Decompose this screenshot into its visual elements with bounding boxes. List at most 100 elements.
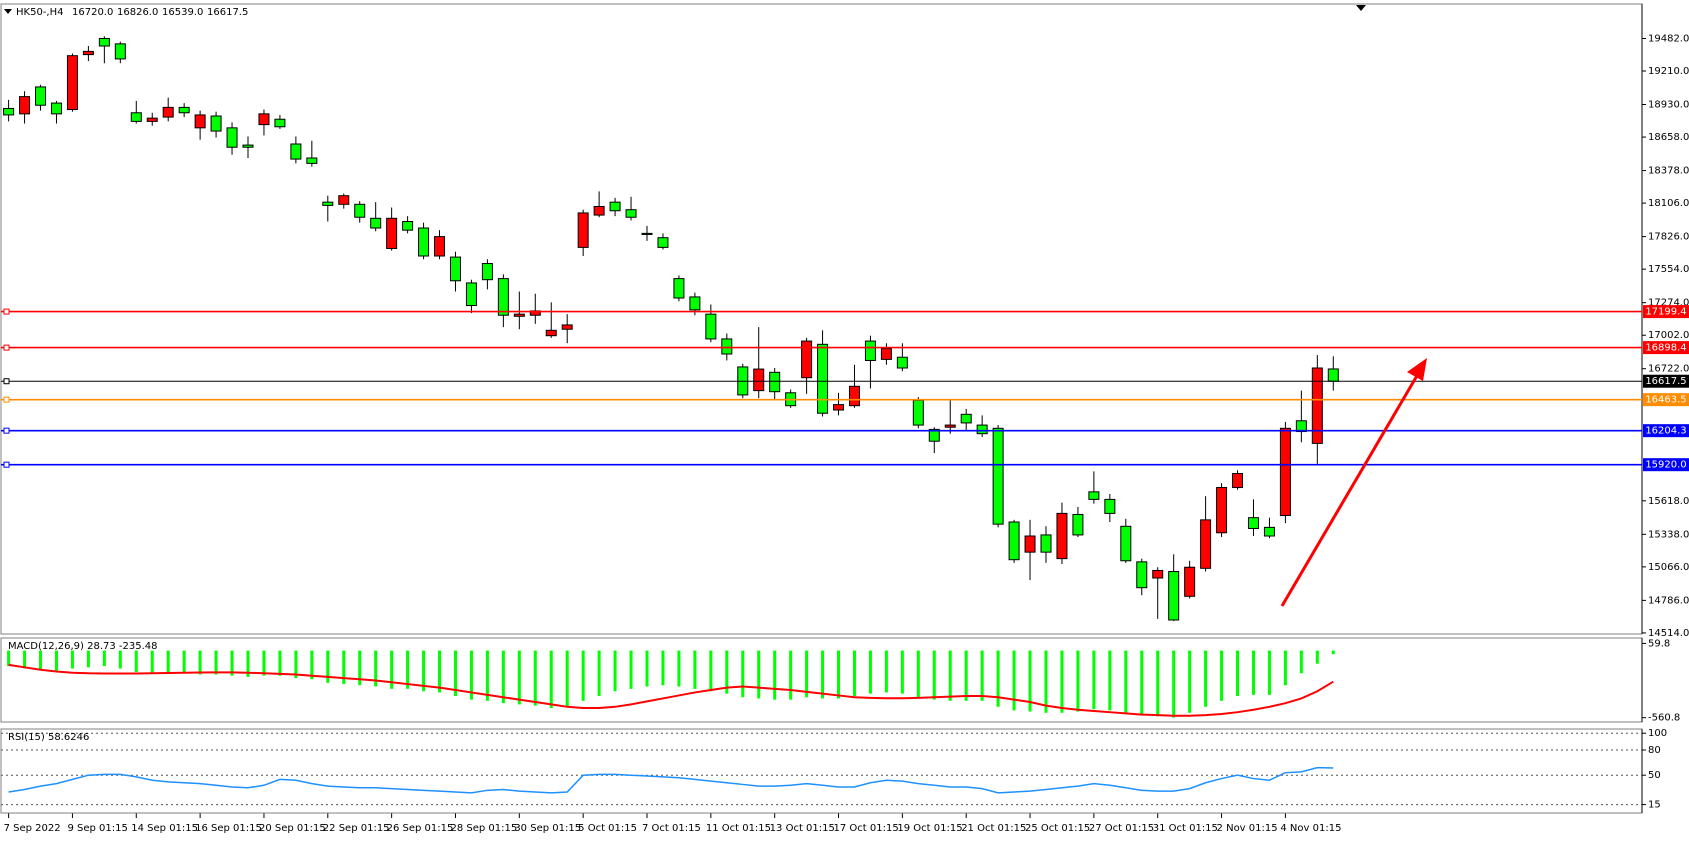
candle-body (130, 112, 142, 122)
signal-line (8, 663, 1334, 717)
candle-body (1008, 521, 1020, 561)
histogram-bar (1251, 650, 1255, 695)
histogram-bar (358, 650, 362, 686)
candle-body (402, 221, 414, 231)
y-tick-label: 18106.0 (1648, 198, 1689, 209)
histogram-bar (390, 650, 394, 689)
histogram-bar (198, 650, 202, 675)
histogram-bar (597, 650, 601, 697)
candle-body (817, 343, 829, 414)
candle-body (3, 107, 15, 116)
candle-body (753, 368, 765, 392)
candle-body (673, 278, 685, 299)
candle-body (769, 371, 781, 393)
candle-body (242, 144, 254, 148)
histogram-bar (262, 650, 266, 676)
trend-arrow (1280, 358, 1427, 607)
candle-body (641, 232, 653, 235)
indicator-title: MACD(12,26,9) 28.73 -235.48 (8, 641, 158, 652)
histogram-bar (868, 650, 872, 694)
histogram-bar (948, 650, 952, 701)
histogram-bar (1028, 650, 1032, 712)
histogram-bar (1220, 650, 1224, 701)
y-tick-label: 18658.0 (1648, 132, 1689, 143)
histogram-bar (310, 650, 314, 680)
x-tick-label: 2 Nov 01:15 (1217, 823, 1278, 834)
y-tick-label: -560.8 (1648, 713, 1680, 724)
histogram-bar (837, 650, 841, 699)
candle-body (864, 340, 876, 361)
candle-body (848, 385, 860, 407)
histogram-bar (613, 650, 617, 692)
candle-body (19, 96, 31, 115)
histogram-bar (1156, 650, 1160, 717)
histogram-bar (1315, 650, 1319, 664)
candle-body (370, 217, 382, 229)
histogram-bar (230, 650, 234, 676)
histogram-bar (884, 650, 888, 693)
candle-body (210, 115, 222, 132)
histogram-bar (1060, 650, 1064, 713)
histogram-bar (996, 650, 1000, 707)
candle-body (1263, 526, 1275, 537)
histogram-bar (501, 650, 505, 704)
x-tick-label: 30 Sep 01:15 (514, 823, 581, 834)
y-tick-label: 17554.0 (1648, 264, 1689, 275)
level-label: 16204.3 (1645, 426, 1686, 437)
candle-body (338, 195, 350, 205)
histogram-bar (166, 650, 170, 674)
candle-body (1295, 420, 1307, 433)
histogram-bar (422, 650, 426, 692)
candle-body (928, 428, 940, 442)
histogram-bar (1236, 650, 1240, 697)
histogram-bar (278, 650, 282, 676)
histogram-bar (1044, 650, 1048, 713)
candle-body (593, 205, 605, 216)
candle-body (290, 143, 302, 160)
histogram-bar (980, 650, 984, 701)
candle-body (386, 217, 398, 249)
x-tick-label: 11 Oct 01:15 (706, 823, 771, 834)
candle-body (114, 43, 126, 60)
histogram-bar (932, 650, 936, 700)
histogram-bar (150, 650, 154, 674)
candle-body (1152, 569, 1164, 579)
histogram-bar (709, 650, 713, 692)
candle-body (226, 127, 238, 148)
level-label-box (1643, 458, 1689, 472)
histogram-bar (533, 650, 537, 706)
y-tick-label: 15338.0 (1648, 529, 1689, 540)
histogram-bar (438, 650, 442, 693)
candle-body (880, 348, 892, 360)
x-tick-label: 9 Sep 01:15 (67, 823, 127, 834)
ohlc-value: 16826.0 (117, 7, 158, 18)
histogram-bar (741, 650, 745, 698)
y-tick-label: 100 (1648, 728, 1667, 739)
level-label: 17199.4 (1645, 307, 1686, 318)
level-label-box (1643, 341, 1689, 355)
histogram-bar (677, 650, 681, 687)
histogram-bar (773, 650, 777, 700)
candle-body (66, 55, 78, 111)
y-tick-label: 19210.0 (1648, 66, 1689, 77)
y-tick-label: 80 (1648, 745, 1661, 756)
candle-body (194, 114, 206, 129)
level-handle (3, 427, 10, 434)
histogram-bar (1331, 650, 1335, 655)
x-tick-label: 19 Oct 01:15 (897, 823, 962, 834)
histogram-bar (182, 650, 186, 674)
histogram-bar (821, 650, 825, 699)
x-tick-label: 21 Oct 01:15 (961, 823, 1026, 834)
histogram-bar (86, 650, 90, 668)
candle-body (1136, 561, 1148, 589)
histogram-bar (39, 650, 43, 670)
shift-marker (1356, 5, 1366, 11)
level-label-box (1643, 374, 1689, 388)
indicator-title: RSI(15) 58.6246 (8, 732, 89, 743)
x-tick-label: 13 Oct 01:15 (770, 823, 835, 834)
level-label: 16898.4 (1645, 343, 1686, 354)
histogram-bar (565, 650, 569, 707)
histogram-bar (693, 650, 697, 689)
ohlc-value: 16720.0 (72, 7, 113, 18)
x-tick-label: 16 Sep 01:15 (195, 823, 262, 834)
